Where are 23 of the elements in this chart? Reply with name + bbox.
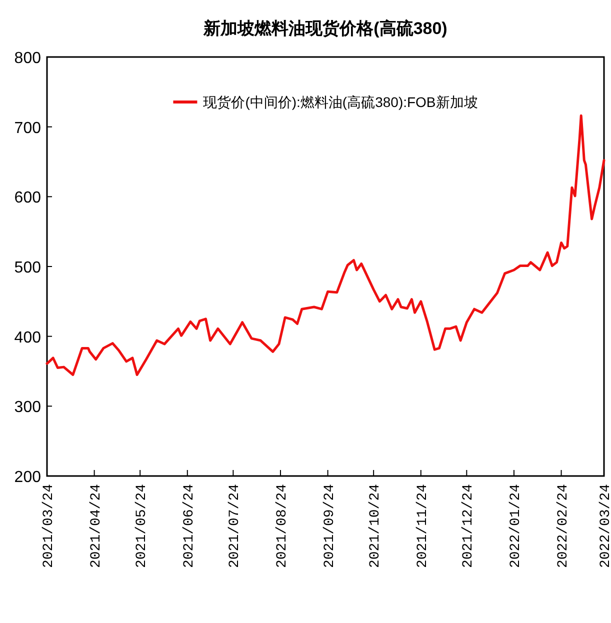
chart-title: 新加坡燃料油现货价格(高硫380) (202, 19, 448, 38)
y-tick-label: 700 (14, 120, 42, 137)
legend-label: 现货价(中间价):燃料油(高硫380):FOB新加坡 (203, 94, 478, 110)
x-tick-label: 2021/04/24 (88, 484, 104, 568)
x-tick-label: 2022/02/24 (555, 484, 572, 568)
x-tick-label: 2021/08/24 (274, 484, 290, 568)
x-tick-label: 2021/12/24 (460, 484, 477, 568)
x-tick-label: 2021/09/24 (322, 484, 338, 568)
y-tick-label: 500 (14, 260, 42, 276)
y-tick-label: 400 (14, 329, 42, 346)
x-tick-label: 2021/06/24 (181, 484, 198, 568)
y-tick-label: 300 (14, 399, 42, 416)
x-tick-label: 2021/10/24 (368, 484, 384, 568)
line-series (46, 114, 606, 376)
x-tick-label: 2021/07/24 (227, 484, 244, 568)
y-tick-label: 800 (14, 50, 42, 67)
x-tick-label: 2022/01/24 (508, 484, 524, 568)
x-tick-label: 2021/11/24 (414, 484, 431, 568)
x-tick-label: 2021/05/24 (134, 484, 150, 568)
x-tick-label: 2022/03/24 (598, 484, 611, 568)
y-tick-label: 200 (14, 469, 42, 486)
y-tick-label: 600 (14, 190, 42, 207)
x-tick-label: 2021/03/24 (41, 484, 57, 568)
